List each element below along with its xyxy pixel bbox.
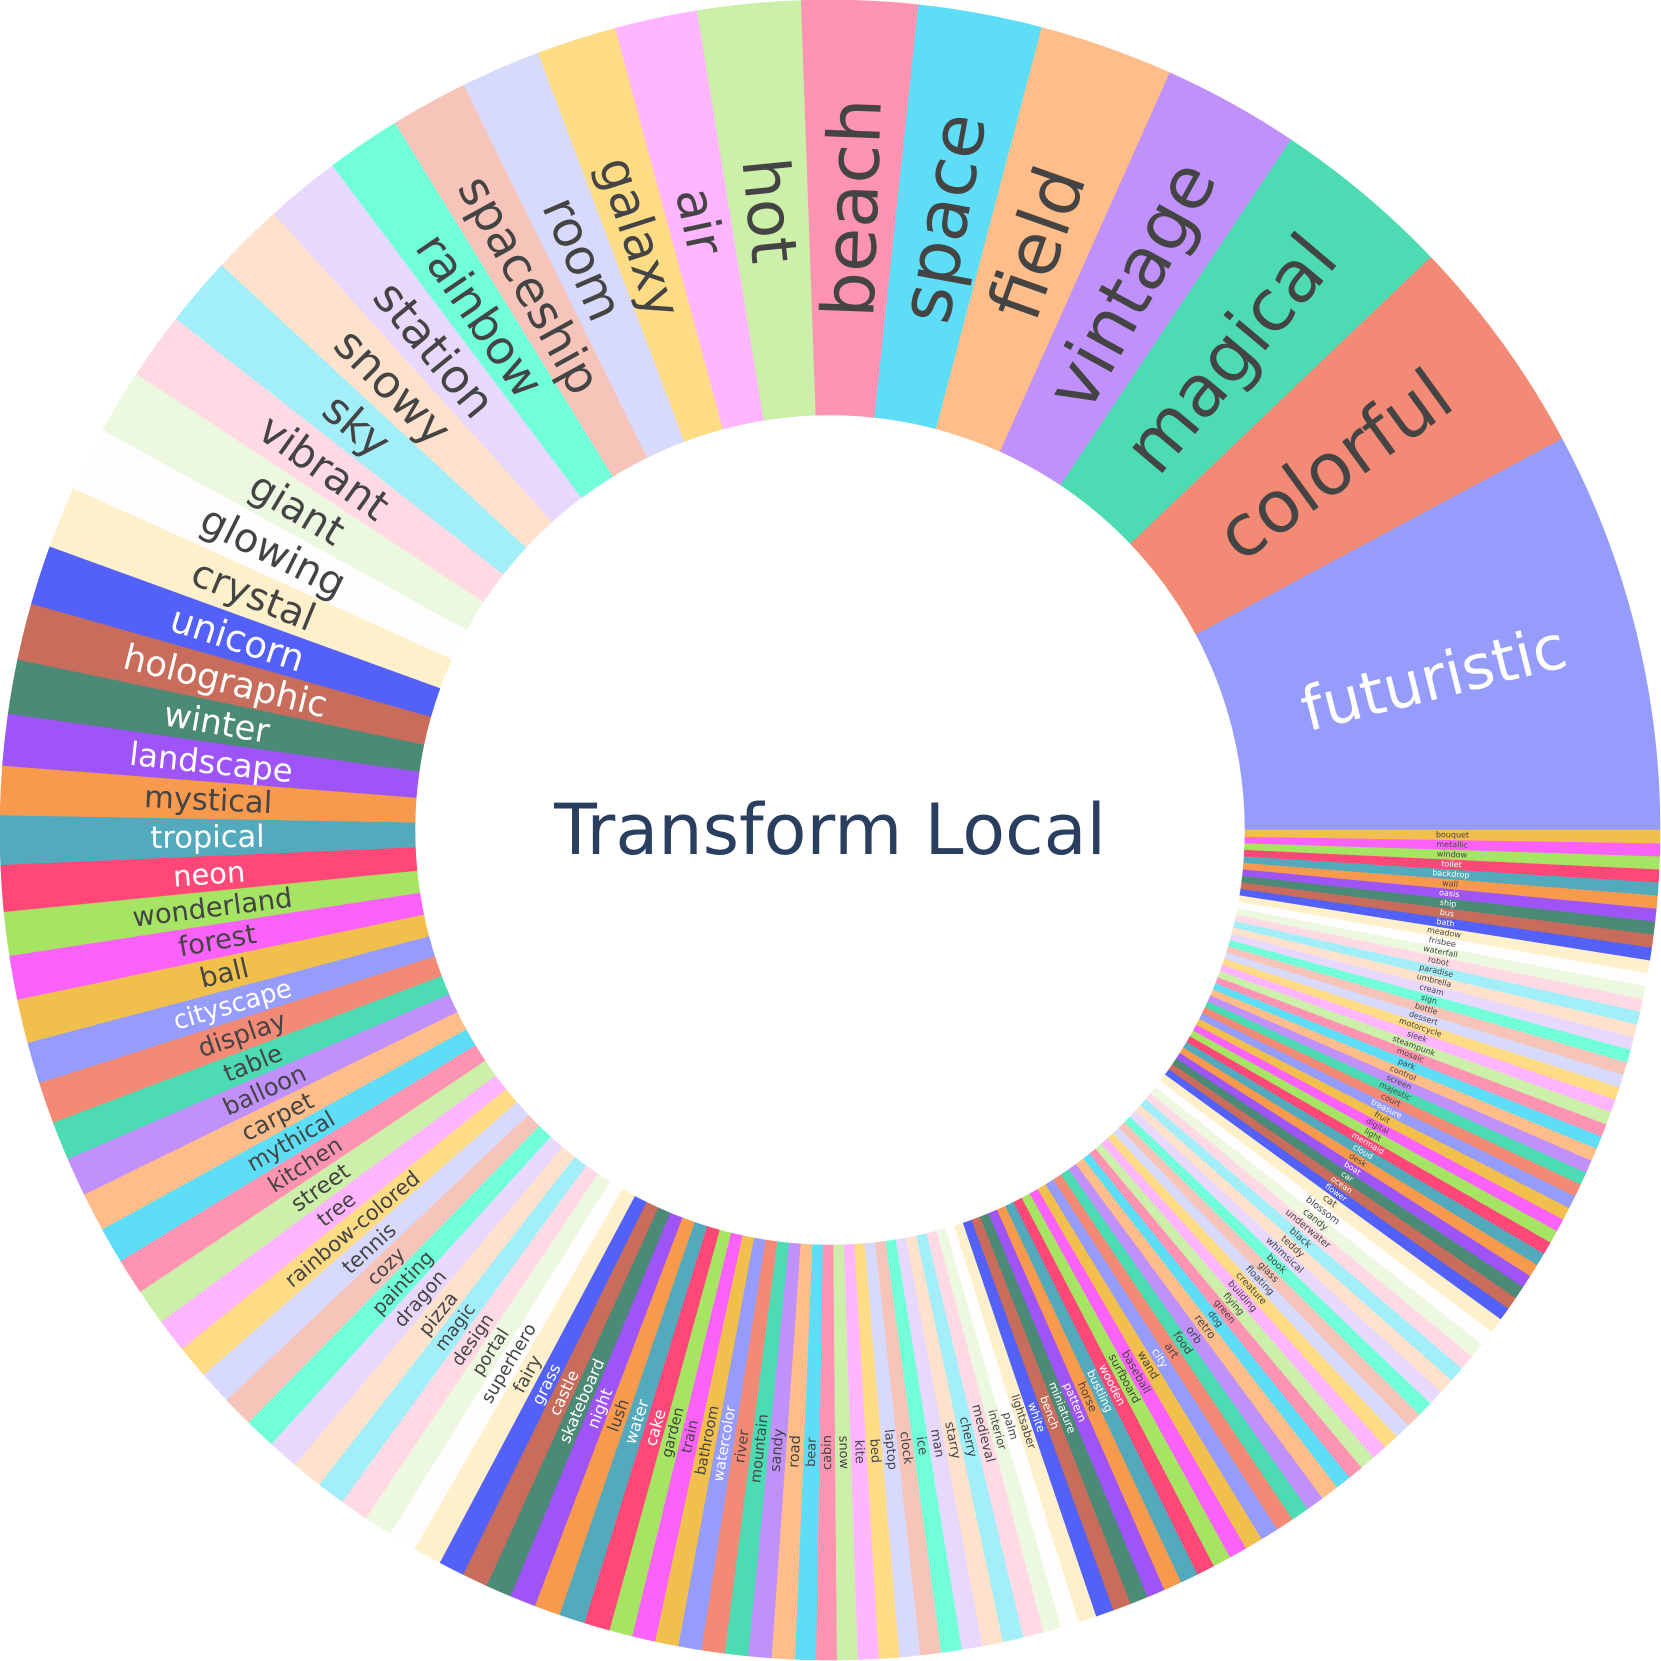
segment-label-backdrop: backdrop [1432,868,1470,880]
segment-label-ship: ship [1439,898,1456,909]
segment-label-sign: sign [1420,993,1438,1006]
segment-label-clock: clock [896,1431,915,1466]
segment-label-bus: bus [1439,908,1454,919]
segment-label-starry: starry [941,1420,963,1460]
segment-label-bouquet: bouquet [1436,830,1469,839]
segment-label-mystical: mystical [143,780,273,821]
segment-label-man: man [927,1428,947,1459]
segment-label-sandy: sandy [768,1428,788,1473]
segment-label-train: train [679,1418,702,1454]
segment-label-toilet: toilet [1441,859,1462,869]
segment-label-river: river [732,1429,753,1464]
segment-label-bath: bath [1436,917,1455,929]
segment-label-kite: kite [851,1439,867,1464]
segment-label-road: road [786,1435,804,1468]
segment-label-bear: bear [804,1437,820,1467]
segment-label-mountain: mountain [748,1413,772,1484]
segment-label-cabin: cabin [820,1435,835,1470]
segment-label-ice: ice [913,1435,931,1456]
segment-label-snow: snow [835,1436,851,1470]
segment-label-air: air [663,182,736,261]
segment-bouquet[interactable] [1244,829,1661,844]
segment-label-laptop: laptop [881,1429,900,1471]
segment-label-robot: robot [1427,955,1450,968]
segment-label-beach: beach [806,97,898,319]
segment-label-oasis: oasis [1439,888,1460,899]
segment-label-bed: bed [866,1438,883,1463]
segment-label-hot: hot [726,154,811,266]
segment-label-tropical: tropical [150,820,265,856]
segment-label-neon: neon [172,855,246,894]
segment-label-wall: wall [1442,879,1459,889]
segment-futuristic[interactable] [1195,438,1661,831]
segment-label-window: window [1437,849,1468,859]
segment-label-metallic: metallic [1436,840,1468,850]
chart-title: Transform Local [553,789,1106,871]
